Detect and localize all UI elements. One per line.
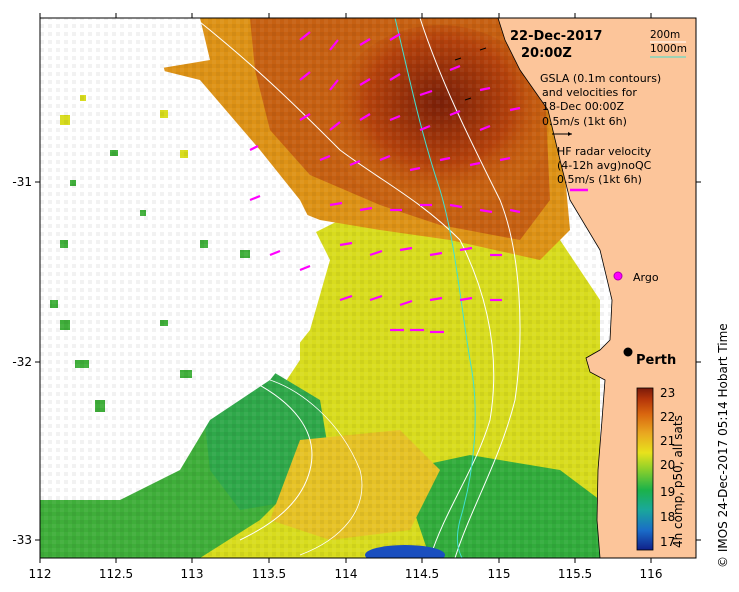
gsla-contour <box>269 379 363 556</box>
y-tick-31: -31 <box>12 175 32 189</box>
x-tick-114-5: 114.5 <box>405 567 439 581</box>
x-tick-112-5: 112.5 <box>99 567 133 581</box>
x-axis <box>39 13 652 563</box>
map-frame <box>39 17 697 559</box>
depth-200-label: 200m <box>650 29 680 41</box>
colorbar-tick-18: 18 <box>660 510 675 524</box>
colorbar-tick-19: 19 <box>660 485 675 499</box>
gsla-line3: 18-Dec 00:00Z <box>542 100 624 113</box>
perth-label: Perth <box>636 353 676 368</box>
gsla-line2: and velocities for <box>542 86 637 99</box>
colorbar-label: 4h comp, p50, all sats <box>671 415 685 548</box>
date-label: 22-Dec-2017 <box>510 29 602 44</box>
colorbar-tick-22: 22 <box>660 410 675 424</box>
x-tick-113: 113 <box>181 567 204 581</box>
colorbar-tick-20: 20 <box>660 458 675 472</box>
x-tick-112: 112 <box>29 567 52 581</box>
footer-credit: © IMOS 24-Dec-2017 05:14 Hobart Time <box>716 323 730 568</box>
isobath-200m-b <box>419 18 521 558</box>
hf-line2: (4-12h avg)noQC <box>557 159 652 172</box>
x-tick-115: 115 <box>488 567 511 581</box>
argo-label: Argo <box>633 271 659 284</box>
gsla-line4: 0.5m/s (1kt 6h) <box>542 115 627 128</box>
argo-marker <box>613 271 623 281</box>
x-tick-113-5: 113.5 <box>252 567 286 581</box>
isobath-1000m-b <box>239 379 313 541</box>
isobath-200m <box>194 18 495 558</box>
colorbar-tick-17: 17 <box>660 535 675 549</box>
colorbar-ticks: 23 22 21 20 19 18 17 <box>660 386 675 549</box>
gsla-vectors <box>249 31 521 334</box>
x-tick-115-5: 115.5 <box>558 567 592 581</box>
perth-marker <box>623 347 633 357</box>
gsla-black-arrows <box>454 47 487 101</box>
gsla-line1: GSLA (0.1m contours) <box>540 72 661 85</box>
colorbar-tick-23: 23 <box>660 386 675 400</box>
hf-line3: 0.5m/s (1kt 6h) <box>557 173 642 186</box>
gsla-scale-arrow-head <box>568 132 572 136</box>
depth-1000-label: 1000m <box>650 43 687 55</box>
isobath-1000m <box>394 18 476 558</box>
y-tick-32: -32 <box>12 355 32 369</box>
hf-line1: HF radar velocity <box>557 145 652 158</box>
y-tick-33: -33 <box>12 533 32 547</box>
y-axis <box>35 181 701 541</box>
time-label: 20:00Z <box>521 46 572 61</box>
colorbar-tick-21: 21 <box>660 434 675 448</box>
colorbar <box>636 387 654 551</box>
x-tick-114: 114 <box>335 567 358 581</box>
cold-patch <box>365 545 445 558</box>
x-tick-116: 116 <box>640 567 663 581</box>
